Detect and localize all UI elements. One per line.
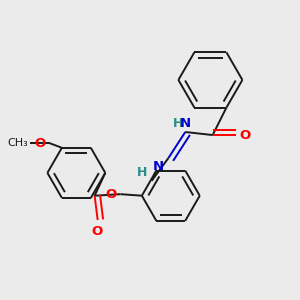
Text: N: N [153, 160, 164, 173]
Text: O: O [239, 129, 251, 142]
Text: CH₃: CH₃ [8, 138, 29, 148]
Text: N: N [180, 118, 191, 130]
Text: O: O [34, 137, 46, 150]
Text: H: H [173, 118, 184, 130]
Text: H: H [136, 166, 147, 179]
Text: O: O [105, 188, 117, 201]
Text: O: O [92, 225, 103, 238]
